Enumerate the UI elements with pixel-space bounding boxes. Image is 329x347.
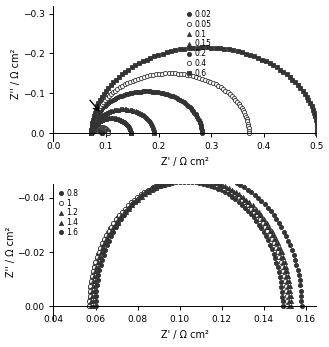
X-axis label: Z' / Ω cm²: Z' / Ω cm² [161,157,209,167]
Legend: 0.02, 0.05, 0.1, 0.15, 0.2, 0.4, 0.6: 0.02, 0.05, 0.1, 0.15, 0.2, 0.4, 0.6 [186,9,213,78]
X-axis label: Z' / Ω cm²: Z' / Ω cm² [161,330,209,340]
Y-axis label: Z'' / Ω cm²: Z'' / Ω cm² [6,227,15,277]
Y-axis label: Z'' / Ω cm²: Z'' / Ω cm² [11,48,21,99]
Legend: 0.8, 1, 1.2, 1.4, 1.6: 0.8, 1, 1.2, 1.4, 1.6 [57,188,79,238]
